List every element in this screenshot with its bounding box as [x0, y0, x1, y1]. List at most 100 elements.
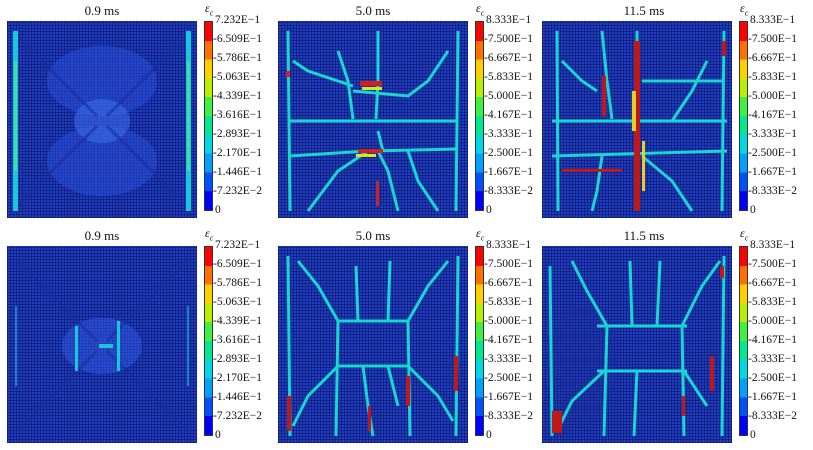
colorbar-tick-label: -6.667E−1 — [484, 52, 533, 64]
crack-pattern — [286, 255, 460, 437]
colorbar-tick-label: -4.167E−1 — [748, 109, 797, 121]
crack-pattern — [15, 259, 189, 433]
panel-time-label: 11.5 ms — [623, 228, 665, 243]
panel-time-label: 5.0 ms — [355, 228, 391, 243]
strain-contour-plot — [542, 246, 732, 443]
colorbar-tick-label: -5.000E−1 — [748, 315, 797, 327]
colorbar-tick-label: -2.500E−1 — [748, 147, 797, 159]
crack-pattern — [286, 30, 460, 212]
colorbar-variable-label: εc — [476, 226, 485, 243]
panel-r0-c1: 5.0 ms — [271, 0, 542, 225]
colorbar-tick-label: 7.232E−1 — [215, 14, 261, 26]
colorbar-tick-label: 0 — [486, 429, 492, 441]
strain-contour-plot — [278, 21, 468, 218]
colorbar — [475, 246, 484, 436]
colorbar-tick-label: -3.333E−1 — [748, 128, 797, 140]
colorbar-tick-label: 8.333E−1 — [750, 239, 796, 251]
colorbar — [204, 246, 213, 436]
colorbar-tick-label: -7.232E−2 — [213, 185, 262, 197]
panel-time-label: 0.9 ms — [84, 228, 120, 243]
colorbar-tick-label: -5.833E−1 — [484, 71, 533, 83]
panel-time-label: 0.9 ms — [84, 3, 120, 18]
panel-r1-c2: 11.5 ms — [542, 225, 813, 450]
colorbar-tick-label: -7.500E−1 — [748, 258, 797, 270]
colorbar-tick-label: -4.339E−1 — [213, 315, 262, 327]
colorbar — [475, 21, 484, 211]
colorbar-tick-label: -2.893E−1 — [213, 353, 262, 365]
colorbar-tick-label: -4.167E−1 — [484, 109, 533, 121]
colorbar-tick-label: -3.333E−1 — [484, 353, 533, 365]
colorbar-tick-label: -4.167E−1 — [748, 334, 797, 346]
colorbar-tick-label: -6.509E−1 — [213, 258, 262, 270]
colorbar-tick-label: -3.333E−1 — [748, 353, 797, 365]
colorbar-tick-label: 0 — [215, 204, 221, 216]
colorbar-tick-label: -7.232E−2 — [213, 410, 262, 422]
colorbar-tick-label: -8.333E−2 — [748, 185, 797, 197]
colorbar-tick-label: -5.000E−1 — [748, 90, 797, 102]
colorbar-tick-label: -5.786E−1 — [213, 52, 262, 64]
colorbar-variable-label: εc — [476, 1, 485, 18]
colorbar-tick-label: -5.833E−1 — [484, 296, 533, 308]
colorbar-tick-label: -2.500E−1 — [484, 372, 533, 384]
colorbar-variable-label: εc — [205, 226, 214, 243]
colorbar-tick-label: -2.170E−1 — [213, 147, 262, 159]
colorbar-tick-label: -4.339E−1 — [213, 90, 262, 102]
strain-contour-plot — [278, 246, 468, 443]
colorbar-tick-label: -6.509E−1 — [213, 33, 262, 45]
colorbar-tick-label: -1.667E−1 — [484, 166, 533, 178]
colorbar-tick-label: -7.500E−1 — [484, 33, 533, 45]
colorbar — [739, 21, 748, 211]
colorbar-tick-label: 0 — [215, 429, 221, 441]
colorbar-tick-label: 8.333E−1 — [486, 239, 532, 251]
colorbar-tick-label: -6.667E−1 — [748, 277, 797, 289]
colorbar-tick-label: -5.063E−1 — [213, 71, 262, 83]
colorbar-tick-label: -1.446E−1 — [213, 166, 262, 178]
colorbar-tick-label: 7.232E−1 — [215, 239, 261, 251]
panel-r0-c2: 11.5 ms — [542, 0, 813, 225]
colorbar-tick-label: -5.000E−1 — [484, 90, 533, 102]
colorbar-tick-label: -4.167E−1 — [484, 334, 533, 346]
colorbar-tick-label: -5.786E−1 — [213, 277, 262, 289]
crack-pattern — [547, 255, 726, 437]
colorbar-tick-label: -5.063E−1 — [213, 296, 262, 308]
panel-time-label: 5.0 ms — [355, 3, 391, 18]
colorbar-tick-label: -3.333E−1 — [484, 128, 533, 140]
strain-contour-plot — [7, 246, 197, 443]
colorbar-tick-label: -3.616E−1 — [213, 109, 262, 121]
colorbar-tick-label: -1.667E−1 — [484, 391, 533, 403]
colorbar-tick-label: -3.616E−1 — [213, 334, 262, 346]
colorbar-tick-label: -1.667E−1 — [748, 391, 797, 403]
colorbar — [204, 21, 213, 211]
strain-contour-plot — [542, 21, 732, 218]
colorbar-tick-label: -2.170E−1 — [213, 372, 262, 384]
colorbar-tick-label: -6.667E−1 — [484, 277, 533, 289]
colorbar-tick-label: 0 — [750, 204, 756, 216]
colorbar-tick-label: -8.333E−2 — [484, 410, 533, 422]
colorbar-tick-label: -5.000E−1 — [484, 315, 533, 327]
panel-r1-c1: 5.0 ms — [271, 225, 542, 450]
crack-pattern — [551, 30, 728, 212]
panel-r1-c0: 0.9 ms εc 7.232E−1 -6.509E−1 -5.786E−1 -5.0… — [0, 225, 271, 450]
colorbar-tick-label: 0 — [750, 429, 756, 441]
colorbar-tick-label: -8.333E−2 — [484, 185, 533, 197]
colorbar-tick-label: -1.446E−1 — [213, 391, 262, 403]
colorbar-tick-label: -8.333E−2 — [748, 410, 797, 422]
colorbar-tick-label: -5.833E−1 — [748, 296, 797, 308]
colorbar-tick-label: -5.833E−1 — [748, 71, 797, 83]
colorbar-tick-label: 0 — [486, 204, 492, 216]
colorbar-tick-label: -2.500E−1 — [748, 372, 797, 384]
crack-pattern — [13, 31, 191, 211]
strain-contour-plot — [7, 21, 197, 218]
colorbar-tick-label: -2.500E−1 — [484, 147, 533, 159]
panel-time-label: 11.5 ms — [623, 3, 665, 18]
colorbar-tick-label: -7.500E−1 — [484, 258, 533, 270]
colorbar-tick-label: -1.667E−1 — [748, 166, 797, 178]
colorbar-tick-label: -7.500E−1 — [748, 33, 797, 45]
colorbar-variable-label: εc — [740, 226, 749, 243]
panel-r0-c0: 0.9 ms εc 7.232E−1 -6.509E−1 -5.786E−1 -5.0… — [0, 0, 271, 225]
colorbar-tick-label: 8.333E−1 — [750, 14, 796, 26]
colorbar-tick-label: -6.667E−1 — [748, 52, 797, 64]
colorbar-tick-label: -2.893E−1 — [213, 128, 262, 140]
colorbar-variable-label: εc — [205, 1, 214, 18]
colorbar-variable-label: εc — [740, 1, 749, 18]
